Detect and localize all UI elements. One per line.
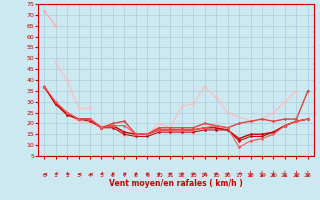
X-axis label: Vent moyen/en rafales ( km/h ): Vent moyen/en rafales ( km/h ) [109, 179, 243, 188]
